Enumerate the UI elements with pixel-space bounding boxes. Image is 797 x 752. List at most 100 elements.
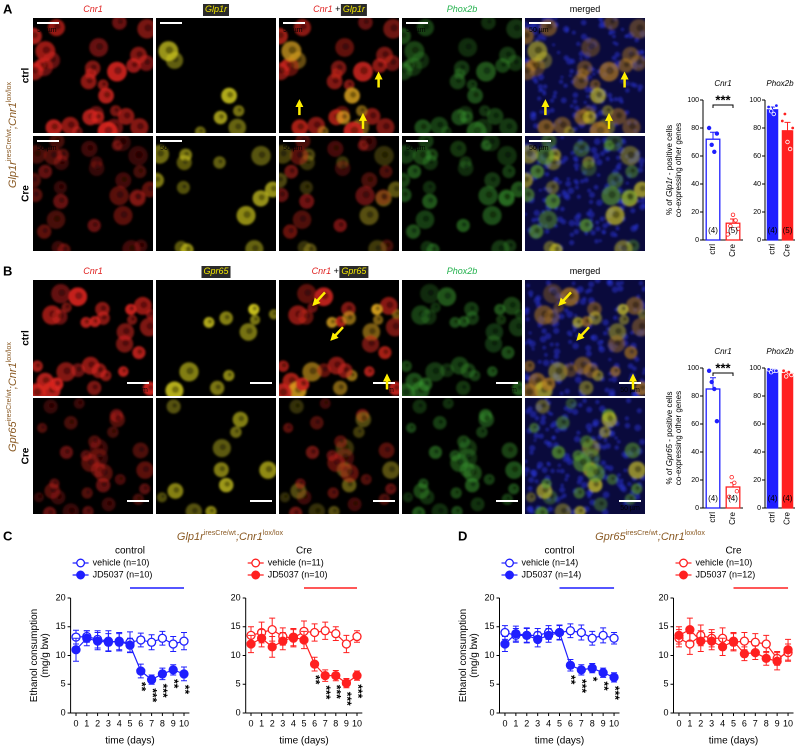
nucleus xyxy=(542,91,547,96)
cell-core xyxy=(48,402,55,409)
nucleus xyxy=(537,84,543,90)
cell-core xyxy=(576,319,582,324)
cell-core xyxy=(595,91,603,98)
cell-core xyxy=(393,185,399,192)
nucleus xyxy=(559,391,564,396)
cell-core xyxy=(299,480,304,485)
x-tick-label: 9 xyxy=(601,718,606,728)
cell-core xyxy=(349,91,357,98)
chart-title: Cre xyxy=(725,546,742,557)
nucleus xyxy=(561,189,567,195)
nucleus xyxy=(557,463,562,468)
y-tick-label: 0 xyxy=(695,237,699,244)
nucleus xyxy=(564,388,570,394)
cell-core xyxy=(584,384,591,390)
y-tick-label: 40 xyxy=(753,181,761,188)
cell-core xyxy=(628,122,637,130)
cell-core xyxy=(525,31,530,39)
cell-core xyxy=(506,349,512,355)
cell-core xyxy=(456,144,463,152)
nucleus xyxy=(541,328,547,334)
cell-core xyxy=(119,476,124,481)
cell-core xyxy=(147,185,153,192)
cell-core xyxy=(383,349,389,355)
cell-core xyxy=(92,221,98,228)
nucleus xyxy=(637,84,644,90)
error-bar xyxy=(784,121,791,131)
nucleus xyxy=(634,356,640,362)
nucleus xyxy=(625,181,629,185)
cell-core xyxy=(303,312,310,320)
data-point xyxy=(790,125,795,131)
scale-bar-label: 50 µm xyxy=(160,145,180,152)
cell-core xyxy=(360,66,368,75)
cell-core xyxy=(527,362,533,368)
cell-core xyxy=(427,197,434,204)
cell-core xyxy=(128,244,136,251)
x-tick-label: 0 xyxy=(676,718,681,728)
cell-core xyxy=(491,327,499,335)
nucleus xyxy=(639,49,645,55)
cell-core xyxy=(114,107,119,113)
cell-core xyxy=(384,167,390,174)
nucleus xyxy=(525,466,530,474)
cell-core xyxy=(612,210,620,219)
y-tick-label: 15 xyxy=(56,621,66,631)
cell-core xyxy=(234,123,242,131)
cell-core xyxy=(215,384,222,390)
cell-core xyxy=(557,304,562,309)
x-tick-label: 8 xyxy=(333,718,338,728)
scale-bar-label: 50 µm xyxy=(128,505,148,512)
nucleus xyxy=(586,94,590,99)
nucleus xyxy=(598,239,602,243)
n-label: (5) xyxy=(728,226,738,235)
significance-bracket xyxy=(712,104,734,108)
y-tick-label: 40 xyxy=(691,449,699,456)
cell-core xyxy=(119,137,127,145)
cell-core xyxy=(577,489,583,495)
nucleus xyxy=(600,339,604,344)
cell-core xyxy=(304,197,311,204)
nucleus xyxy=(552,43,556,47)
cell-core xyxy=(431,246,437,251)
nucleus xyxy=(569,68,575,74)
cell-core xyxy=(506,496,511,501)
nucleus xyxy=(582,398,587,404)
y-tick-label: 5 xyxy=(236,679,241,689)
cell-core xyxy=(122,339,130,347)
nucleus xyxy=(641,286,645,291)
cell-core xyxy=(632,301,640,309)
nucleus xyxy=(634,37,640,43)
nucleus xyxy=(558,79,564,84)
column-header: Gpr65 xyxy=(203,266,229,276)
cell-core xyxy=(122,368,127,373)
cell-core xyxy=(103,91,111,98)
x-tick-label: Cre xyxy=(783,243,792,256)
superscript: lox/lox xyxy=(263,529,284,537)
y-tick-label: 0 xyxy=(663,707,668,717)
scale-bar-label: 50 µm xyxy=(406,145,426,152)
nucleus xyxy=(599,151,605,157)
y-tick-label: 80 xyxy=(753,393,761,400)
cell-core xyxy=(614,327,622,335)
cell-core xyxy=(40,62,49,70)
cell-core xyxy=(525,191,532,197)
significance: *** xyxy=(351,684,365,698)
nucleus xyxy=(608,357,612,362)
cell-core xyxy=(570,400,575,405)
nucleus xyxy=(534,415,540,421)
x-tick-label: 6 xyxy=(742,718,747,728)
header-box xyxy=(340,4,367,16)
nucleus xyxy=(567,187,575,195)
cell-core xyxy=(507,167,513,174)
data-point xyxy=(717,642,728,652)
nucleus xyxy=(615,155,621,160)
nucleus xyxy=(539,419,546,426)
cell-core xyxy=(545,480,550,485)
cell-core xyxy=(279,191,286,197)
cell-core xyxy=(559,121,567,129)
data-point xyxy=(320,670,330,681)
cell-core xyxy=(384,446,391,453)
cell-core xyxy=(543,123,551,130)
cell-core xyxy=(368,339,376,347)
